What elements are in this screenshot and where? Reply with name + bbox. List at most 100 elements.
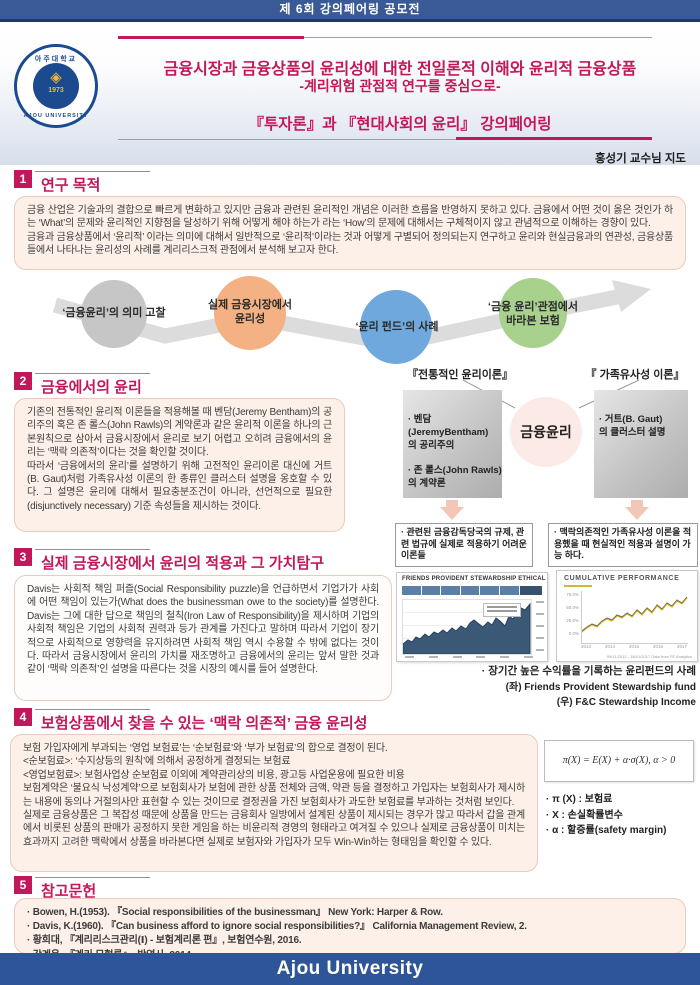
period-button[interactable] — [460, 586, 480, 595]
paragraph: 금융 산업은 기술과의 결합으로 빠르게 변화하고 있지만 금융과 관련된 윤리… — [27, 205, 673, 230]
deco-line — [35, 877, 150, 878]
down-arrow-icon — [631, 500, 643, 507]
poster-title-line2: -계리위험 관점적 연구를 중심으로- — [299, 78, 501, 94]
gaut-photo: · 거트(B. Gaut) 의 클러스터 설명 — [594, 390, 688, 498]
chart2-x-axis: 2013 2014 2015 2016 2017 — [581, 644, 687, 649]
logo-english-name: AJOU UNIVERSITY — [23, 113, 89, 119]
traditional-theory-label: 『전통적인 윤리이론』 — [406, 369, 513, 381]
section2-header: 2 금융에서의 윤리 — [14, 372, 314, 396]
advisor-credit: 홍성기 교수님 지도 — [594, 153, 686, 165]
deco-line — [564, 585, 592, 587]
chart2-plot-area — [581, 591, 688, 644]
university-footer: Ajou University — [0, 953, 700, 985]
flow-step4-label: ‘금융 윤리’관점에서 바라본 보험 — [487, 301, 579, 328]
chart2-y-axis: 75.0% 50.0% 25.0% 0.0% — [566, 592, 579, 636]
down-arrow-icon — [625, 507, 649, 520]
down-arrow-icon — [446, 500, 458, 507]
section1-body: 금융 산업은 기술과의 결합으로 빠르게 변화하고 있지만 금융과 관련된 윤리… — [14, 196, 686, 270]
reference-item: · 강계욱, 『계리 모형론』, 박영사, 2014. — [27, 949, 673, 953]
legend-line: · π (X) : 보험료 — [546, 794, 613, 805]
legend-line: · α : 할증률(safety margin) — [546, 825, 667, 836]
formula-legend: · π (X) : 보험료 · X : 손실확률변수 · α : 할증률(saf… — [546, 792, 666, 839]
logo-year: 1973 — [48, 87, 64, 94]
flow-step1-circle — [81, 280, 147, 348]
section-number-badge: 2 — [14, 372, 32, 390]
paragraph: 실제로 금융상품은 그 복잡성 때문에 상품을 만드는 금융회사 일방에서 설계… — [23, 809, 525, 848]
period-button[interactable] — [421, 586, 441, 595]
deco-line — [304, 37, 652, 38]
reference-item: · Bowen, H.(1953). 『Social responsibilit… — [27, 907, 443, 918]
section5-title: 참고문헌 — [41, 883, 97, 900]
bentham-rawls-photo: · 벤담(JeremyBentham) 의 공리주의 · 존 롤스(John R… — [403, 390, 502, 498]
paragraph: 기존의 전통적인 윤리적 이론들을 적용해볼 때 벤담(Jeremy Benth… — [27, 407, 332, 459]
period-button[interactable] — [402, 586, 421, 595]
section4-header: 4 보험상품에서 찾을 수 있는 ‘맥락 의존적’ 금융 윤리성 — [14, 708, 464, 732]
deco-line — [118, 139, 456, 140]
down-arrow-icon — [440, 507, 464, 520]
paragraph: 보험계약은 ‘불요식 낙성계약’으로 보험회사가 보험에 관한 상품 전체와 금… — [23, 783, 525, 808]
finance-ethics-circle: 금융윤리 — [510, 397, 582, 467]
paragraph: 따라서 ‘금융에서의 윤리’를 설명하기 위해 고전적인 윤리이론 대신에 거트… — [27, 460, 332, 512]
paragraph: <영업보험료>: 보험사업상 순보험료 이외에 계약관리상의 비용, 광고등 사… — [23, 769, 405, 781]
course-pairing-subtitle: 『투자론』과 『현대사회의 윤리』 강의페어링 — [248, 116, 552, 133]
flow-step4-circle — [499, 278, 567, 348]
deco-line — [456, 137, 652, 140]
research-flow-diagram: ‘금융윤리’의 의미 고찰 실제 금융시장에서 윤리성 ‘윤리 펀드’의 사례 … — [0, 270, 700, 370]
paragraph: Davis는 사회적 책임 퍼즐(Social Responsibility p… — [27, 584, 379, 676]
logo-emblem: ◈ 1973 — [33, 63, 79, 109]
flow-step1-label: ‘금융윤리’의 의미 고찰 — [62, 307, 166, 319]
section1-header: 1 연구 목적 — [14, 170, 314, 194]
section-number-badge: 3 — [14, 548, 32, 566]
flow-step2-circle — [214, 276, 286, 350]
section-number-badge: 5 — [14, 876, 32, 894]
section4-title: 보험상품에서 찾을 수 있는 ‘맥락 의존적’ 금융 윤리성 — [41, 715, 368, 732]
section5-header: 5 참고문헌 — [14, 876, 314, 900]
family-resemblance-label: 『 가족유사성 이론』 — [585, 369, 685, 381]
knot-icon: ◈ — [50, 69, 62, 86]
chart-cumulative-performance: CUMULATIVE PERFORMANCE 75.0% 50.0% 25.0%… — [556, 570, 698, 662]
legend-line: · X : 손실확률변수 — [546, 809, 623, 821]
section3-header: 3 실제 금융시장에서 윤리의 적용과 그 가치탐구 — [14, 548, 414, 572]
period-button-active[interactable] — [519, 586, 542, 595]
chart2-title: CUMULATIVE PERFORMANCE — [564, 575, 680, 582]
deco-line — [35, 171, 150, 172]
contest-banner: 제 6회 강의페어링 공모전 — [0, 0, 700, 22]
deco-line — [35, 373, 150, 374]
chart-friends-provident: FRIENDS PROVIDENT STEWARDSHIP ETHICAL — [396, 572, 548, 662]
note-left: · 관련된 금융감독당국의 규제, 관련 법규에 실제로 적용하기 어려운 이론… — [395, 523, 533, 567]
photo-left-caption: · 벤담(JeremyBentham) 의 공리주의 · 존 롤스(John R… — [408, 414, 502, 490]
references-box: · Bowen, H.(1953). 『Social responsibilit… — [14, 898, 686, 954]
chart1-period-toolbar[interactable] — [402, 586, 542, 595]
section3-body: Davis는 사회적 책임 퍼즐(Social Responsibility p… — [14, 575, 392, 701]
paragraph: <순보험료>: ‘수지상등의 원칙’에 의해서 공정하게 결정되는 보험료 — [23, 756, 291, 768]
ajou-university-logo-icon: 아주대학교 ◈ 1973 AJOU UNIVERSITY — [14, 44, 98, 128]
paragraph: 금융과 금융상품에서 ‘윤리적’ 이라는 의미에 대해서 일반적으로 ‘윤리적’… — [27, 231, 673, 257]
period-button[interactable] — [441, 586, 460, 595]
paragraph: 보험 가입자에게 부과되는 ‘영업 보험료’는 ‘순보험료’와 ‘부가 보험료’… — [23, 743, 388, 754]
deco-line — [118, 36, 304, 39]
section-number-badge: 4 — [14, 708, 32, 726]
flow-step3-label: ‘윤리 펀드’의 사례 — [355, 321, 439, 333]
line-series — [581, 596, 688, 633]
period-button[interactable] — [500, 586, 519, 595]
period-button[interactable] — [480, 586, 500, 595]
section3-title: 실제 금융시장에서 윤리의 적용과 그 가치탐구 — [41, 555, 325, 572]
caption-line: · 장기간 높은 수익률을 기록하는 윤리펀드의 사례 — [481, 665, 696, 677]
note-right: · 맥락의존적인 가족유사성 이론을 적용했을 때 현실적인 적용과 설명이 가… — [548, 523, 698, 567]
chart1-tooltip — [483, 603, 521, 617]
section1-title: 연구 목적 — [41, 177, 101, 194]
deco-line — [35, 709, 150, 710]
chart1-x-axis — [405, 656, 533, 659]
premium-formula-box: π(X) = E(X) + α·σ(X), α > 0 — [544, 740, 694, 782]
deco-line — [35, 549, 150, 550]
logo-korean-name: 아주대학교 — [34, 56, 78, 63]
section2-title: 금융에서의 윤리 — [41, 379, 142, 396]
poster-title-line1: 금융시장과 금융상품의 윤리성에 대한 전일론적 이해와 윤리적 금융상품 — [163, 61, 637, 78]
chart1-y-axis — [536, 601, 544, 651]
flow-step3-circle — [360, 290, 432, 364]
section-number-badge: 1 — [14, 170, 32, 188]
reference-item: · Davis, K.(1960). 『Can business afford … — [27, 921, 527, 933]
photo-right-caption: · 거트(B. Gaut) 의 클러스터 설명 — [599, 414, 666, 438]
section4-body: 보험 가입자에게 부과되는 ‘영업 보험료’는 ‘순보험료’와 ‘부가 보험료’… — [10, 734, 538, 872]
